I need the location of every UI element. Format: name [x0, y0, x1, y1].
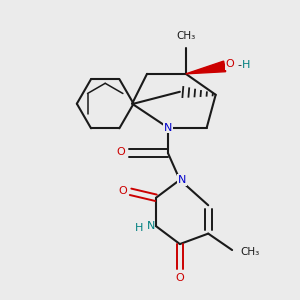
Text: N: N	[178, 175, 186, 185]
Polygon shape	[186, 61, 226, 74]
Text: N: N	[164, 123, 172, 133]
Text: H: H	[242, 60, 250, 70]
Text: O: O	[116, 147, 125, 158]
Text: O: O	[118, 186, 127, 196]
Text: CH₃: CH₃	[176, 31, 196, 41]
Text: -: -	[238, 60, 242, 70]
Text: O: O	[226, 59, 234, 69]
Text: O: O	[176, 273, 184, 283]
Text: N: N	[146, 221, 155, 231]
Text: CH₃: CH₃	[241, 247, 260, 256]
Text: H: H	[134, 223, 143, 233]
